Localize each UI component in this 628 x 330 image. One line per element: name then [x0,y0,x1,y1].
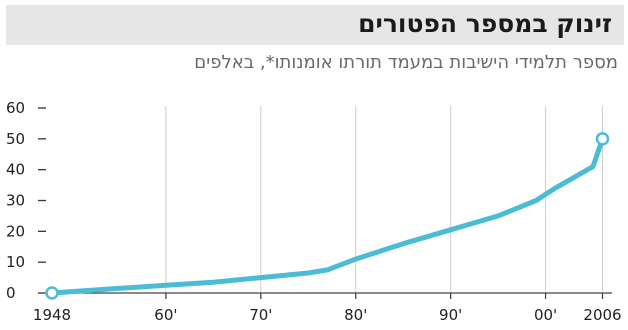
y-tick-label: 60 [6,99,25,117]
y-tick-label: 30 [6,192,25,210]
x-tick-label: 2006 [583,306,621,324]
x-tick-label: 60' [154,306,177,324]
series-line [49,136,605,296]
title-bar: זינוק במספר הפטורים [6,5,624,45]
x-tick-label: 1948 [33,306,71,324]
chart-subtitle: מספר תלמידי הישיבות במעמד תורתו אומנותו*… [194,52,618,73]
x-tick-label: 00' [534,306,557,324]
x-tick-label: 90' [439,306,462,324]
y-tick-label: 0 [6,284,16,302]
y-tick-label: 20 [6,222,25,240]
y-tick-label: 50 [6,130,25,148]
endpoint-marker [45,286,59,300]
chart-title: זינוק במספר הפטורים [358,9,612,38]
y-tick-label: 10 [6,253,25,271]
x-tick-label: 70' [249,306,272,324]
y-tick-label: 40 [6,161,25,179]
endpoint-marker [595,132,610,146]
x-tick-label: 80' [344,306,367,324]
